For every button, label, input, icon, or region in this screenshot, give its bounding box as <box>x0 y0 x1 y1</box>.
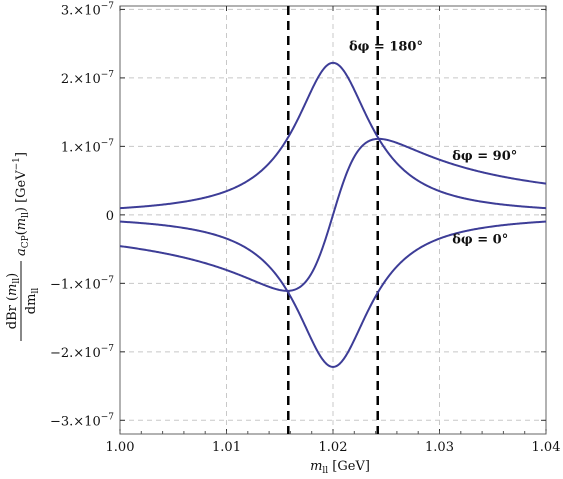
label-0: δφ = 0° <box>452 233 508 248</box>
series-line-1 <box>119 137 547 292</box>
data-series <box>119 61 547 368</box>
y-tick-label: 1.×10−7 <box>61 138 114 155</box>
vertical-dashed-lines <box>287 6 379 434</box>
grid-lines <box>120 6 546 434</box>
y-tick-label: −2.×10−7 <box>50 344 114 361</box>
label-90: δφ = 90° <box>452 149 517 164</box>
series-line-0 <box>119 61 547 210</box>
x-axis-label: mll [GeV] <box>310 459 370 476</box>
y-axis-label: dBr (mll) dmll aCP(mll) [GeV−1] <box>5 152 41 341</box>
y-tick-label: 2.×10−7 <box>61 70 114 87</box>
series-line-2 <box>119 220 547 368</box>
curve-annotations: δφ = 180° δφ = 90° δφ = 0° <box>349 40 517 248</box>
svg-text:dBr (mll): dBr (mll) <box>5 273 22 329</box>
axis-ticks: 1.00 1.01 1.02 1.03 1.04 −3.×10−7 −2.×10−7 −1.×… <box>50 1 560 455</box>
y-tick-label: 0 <box>106 209 114 224</box>
x-tick-label: 1.02 <box>319 440 348 455</box>
svg-text:aCP(mll) [GeV−1]: aCP(mll) [GeV−1] <box>12 152 31 256</box>
x-tick-label: 1.04 <box>532 440 561 455</box>
y-tick-label: 3.×10−7 <box>61 1 114 18</box>
x-tick-label: 1.01 <box>212 440 241 455</box>
y-tick-label: −1.×10−7 <box>50 275 114 292</box>
svg-text:dmll: dmll <box>24 288 41 315</box>
x-tick-label: 1.03 <box>425 440 454 455</box>
x-tick-label: 1.00 <box>106 440 135 455</box>
y-tick-label: −3.×10−7 <box>50 412 114 429</box>
label-180: δφ = 180° <box>349 40 423 55</box>
